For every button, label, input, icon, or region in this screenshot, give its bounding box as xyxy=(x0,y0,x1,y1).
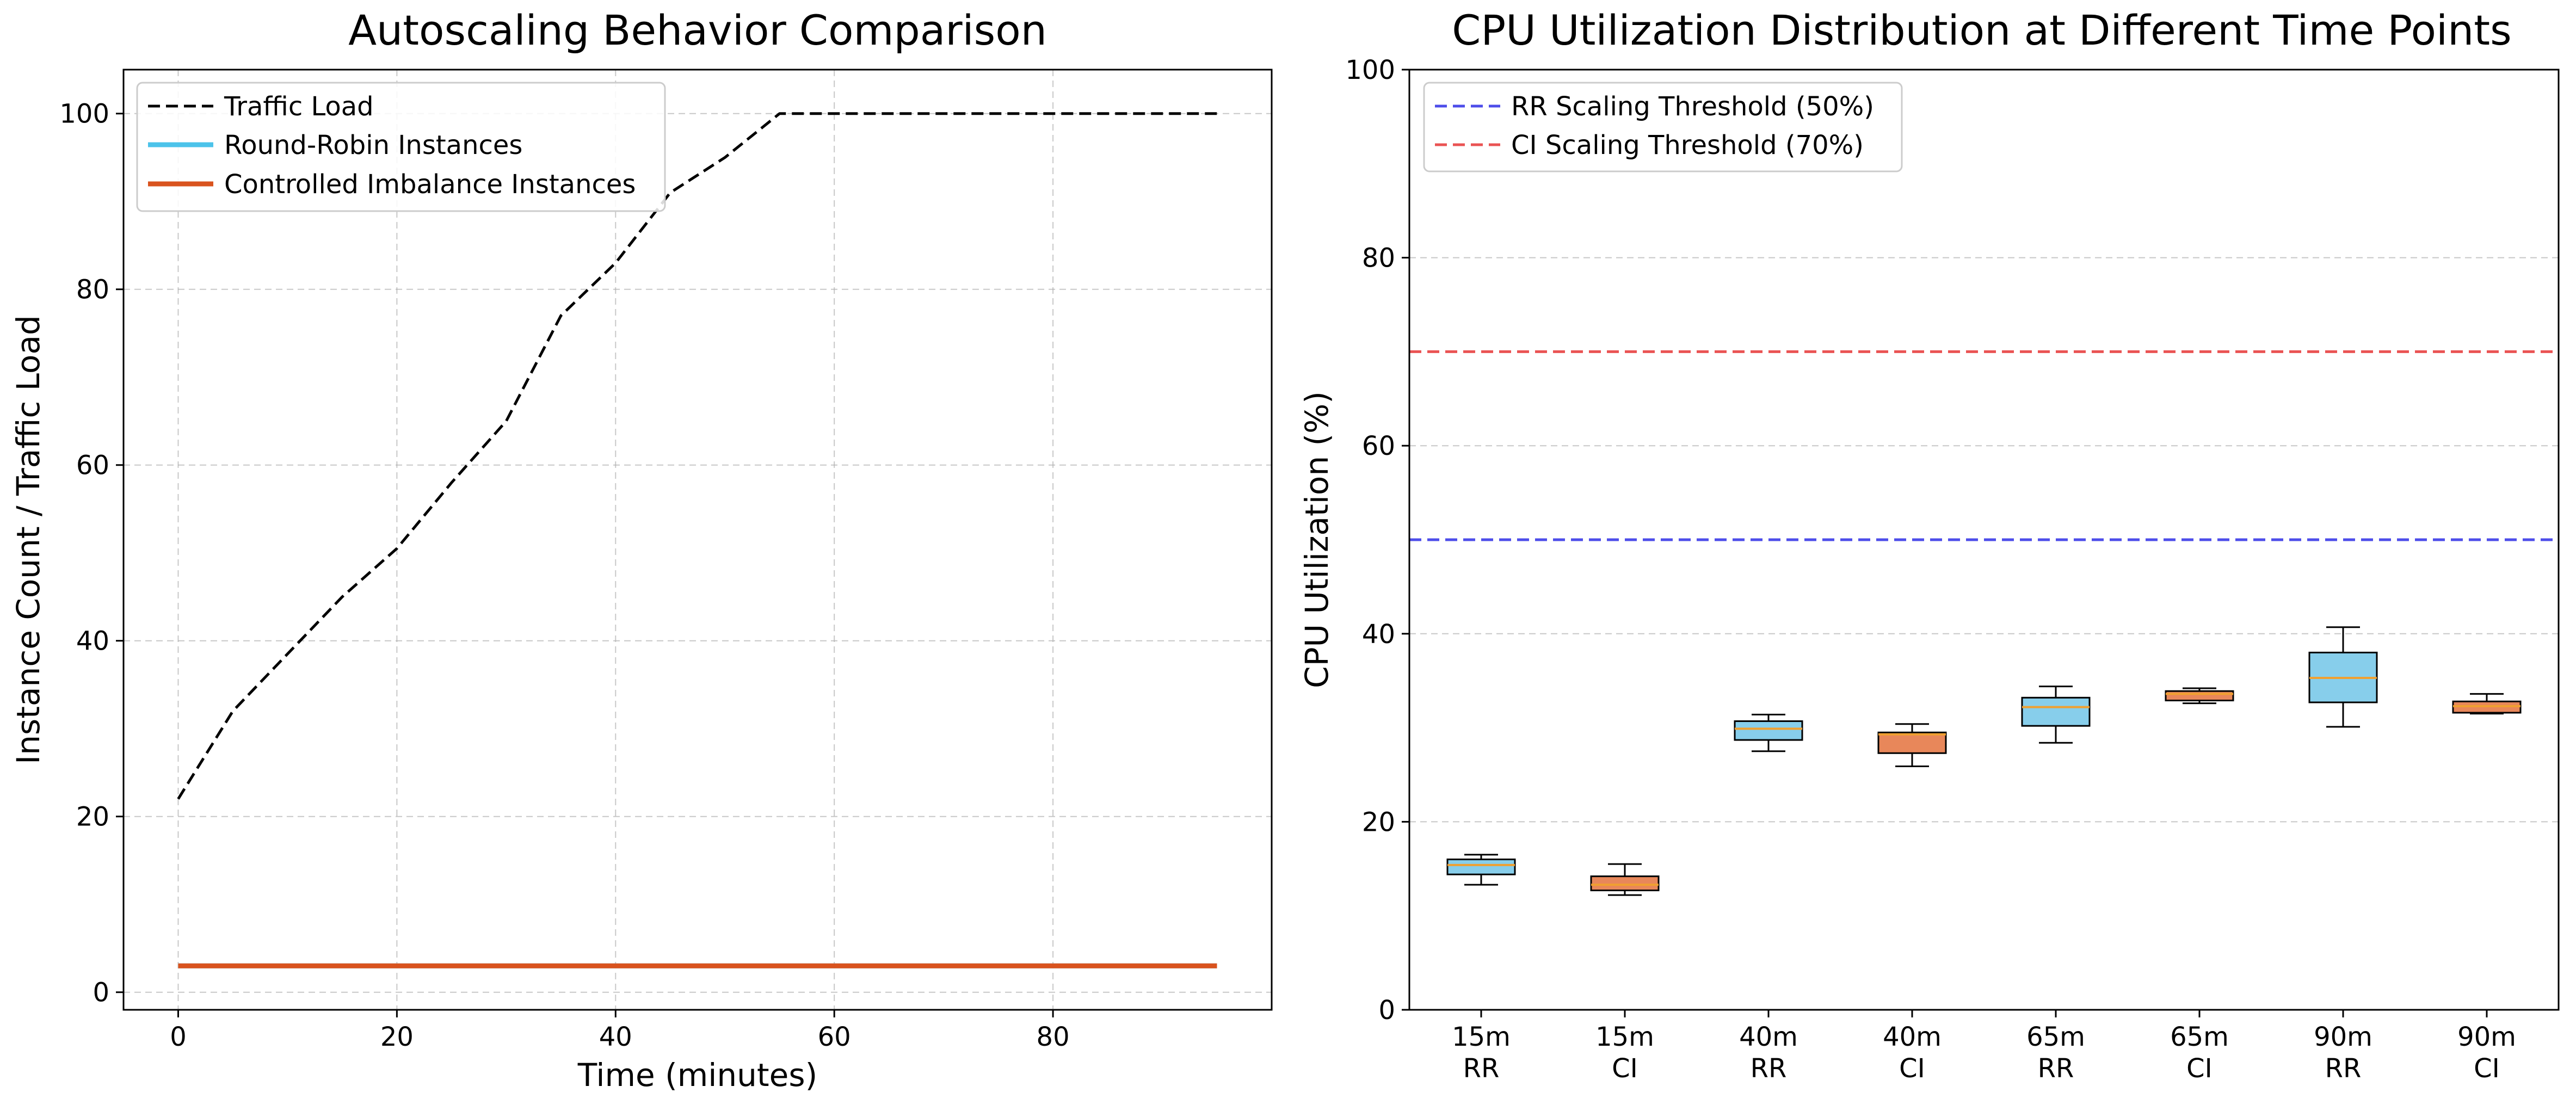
right-x-tick-label-group: RR xyxy=(2325,1053,2362,1084)
box-65m-rr xyxy=(2021,686,2091,744)
left-y-tick-label: 80 xyxy=(76,275,109,305)
right-x-tick-label-group: RR xyxy=(1751,1053,1787,1084)
right-y-tick-label: 0 xyxy=(1378,995,1395,1026)
right-y-tick-label: 20 xyxy=(1362,807,1395,837)
left-y-axis-label: Instance Count / Traffic Load xyxy=(10,315,47,764)
left-y-tick-label: 100 xyxy=(59,99,109,129)
left-series-traffic-load xyxy=(177,112,1217,800)
right-legend-label-ci-threshold: CI Scaling Threshold (70%) xyxy=(1511,130,1864,161)
left-x-tick-label: 0 xyxy=(170,1022,187,1052)
left-y-tick-label: 0 xyxy=(93,978,109,1008)
left-chart: Autoscaling Behavior Comparison 0 20 40 60 8… xyxy=(10,6,1273,1094)
left-legend-label-traffic: Traffic Load xyxy=(224,91,374,122)
box-body xyxy=(2165,690,2234,701)
right-plot-frame xyxy=(1408,69,2560,1011)
right-x-tick-label-time: 15m xyxy=(1595,1022,1654,1052)
right-x-tick-label-group: CI xyxy=(1899,1053,1925,1084)
box-40m-rr xyxy=(1734,713,1803,752)
box-15m-rr xyxy=(1446,854,1516,886)
right-x-tick-label-time: 40m xyxy=(1739,1022,1798,1052)
left-legend-box xyxy=(136,82,666,212)
right-x-tick-label-time: 90m xyxy=(2457,1022,2516,1052)
box-90m-rr xyxy=(2308,626,2378,728)
right-legend-box xyxy=(1423,82,1903,172)
left-legend-label-round-robin: Round-Robin Instances xyxy=(224,130,522,161)
left-plot-frame xyxy=(122,69,1273,1011)
box-body xyxy=(1734,720,1803,741)
right-boxes xyxy=(1446,626,2522,896)
box-body xyxy=(1446,859,1516,875)
right-thresholds xyxy=(1409,350,2559,541)
left-legend-label-controlled-imbalance: Controlled Imbalance Instances xyxy=(224,169,636,200)
left-y-tick-label: 20 xyxy=(76,802,109,832)
box-body xyxy=(2021,696,2091,727)
left-x-tick-label: 20 xyxy=(380,1022,414,1052)
box-body xyxy=(1590,875,1660,892)
right-legend: RR Scaling Threshold (50%) CI Scaling Th… xyxy=(1423,82,1903,172)
left-x-axis-label: Time (minutes) xyxy=(577,1057,817,1094)
right-legend-label-rr-threshold: RR Scaling Threshold (50%) xyxy=(1511,91,1874,122)
right-x-tick-label-group: CI xyxy=(1612,1053,1638,1084)
right-x-tick-label-group: CI xyxy=(2474,1053,2500,1084)
left-x-tick-label: 40 xyxy=(599,1022,632,1052)
right-y-tick-label: 100 xyxy=(1345,55,1395,85)
right-x-tick-label-group: RR xyxy=(2038,1053,2074,1084)
right-y-axis-label: CPU Utilization (%) xyxy=(1298,391,1335,688)
left-y-tick-label: 60 xyxy=(76,450,109,481)
right-y-ticks: 0 20 40 60 80 100 xyxy=(1345,55,1409,1026)
right-chart: CPU Utilization Distribution at Differen… xyxy=(1298,6,2560,1084)
box-65m-ci xyxy=(2165,687,2234,705)
box-90m-ci xyxy=(2452,693,2522,715)
right-x-tick-label-time: 90m xyxy=(2314,1022,2372,1052)
box-40m-ci xyxy=(1877,723,1947,767)
left-x-ticks: 0 20 40 60 80 xyxy=(170,1010,1070,1052)
left-x-tick-label: 80 xyxy=(1037,1022,1070,1052)
left-y-ticks: 0 20 40 60 80 100 xyxy=(59,99,124,1008)
left-y-tick-label: 40 xyxy=(76,626,109,657)
left-x-tick-label: 60 xyxy=(818,1022,851,1052)
right-x-tick-label-time: 40m xyxy=(1883,1022,1942,1052)
box-15m-ci xyxy=(1590,863,1660,896)
left-chart-title: Autoscaling Behavior Comparison xyxy=(348,6,1047,54)
right-y-tick-label: 40 xyxy=(1362,619,1395,650)
right-y-tick-label: 60 xyxy=(1362,431,1395,461)
left-legend: Traffic Load Round-Robin Instances Contr… xyxy=(136,82,666,212)
right-x-tick-label-group: RR xyxy=(1463,1053,1500,1084)
right-x-tick-label-time: 65m xyxy=(2026,1022,2085,1052)
box-body xyxy=(1877,731,1947,754)
right-y-tick-label: 80 xyxy=(1362,243,1395,274)
left-series xyxy=(177,112,1217,968)
right-x-tick-label-group: CI xyxy=(2186,1053,2213,1084)
right-x-tick-label-time: 15m xyxy=(1452,1022,1511,1052)
right-x-tick-label-time: 65m xyxy=(2170,1022,2229,1052)
right-chart-title: CPU Utilization Distribution at Differen… xyxy=(1452,6,2511,54)
